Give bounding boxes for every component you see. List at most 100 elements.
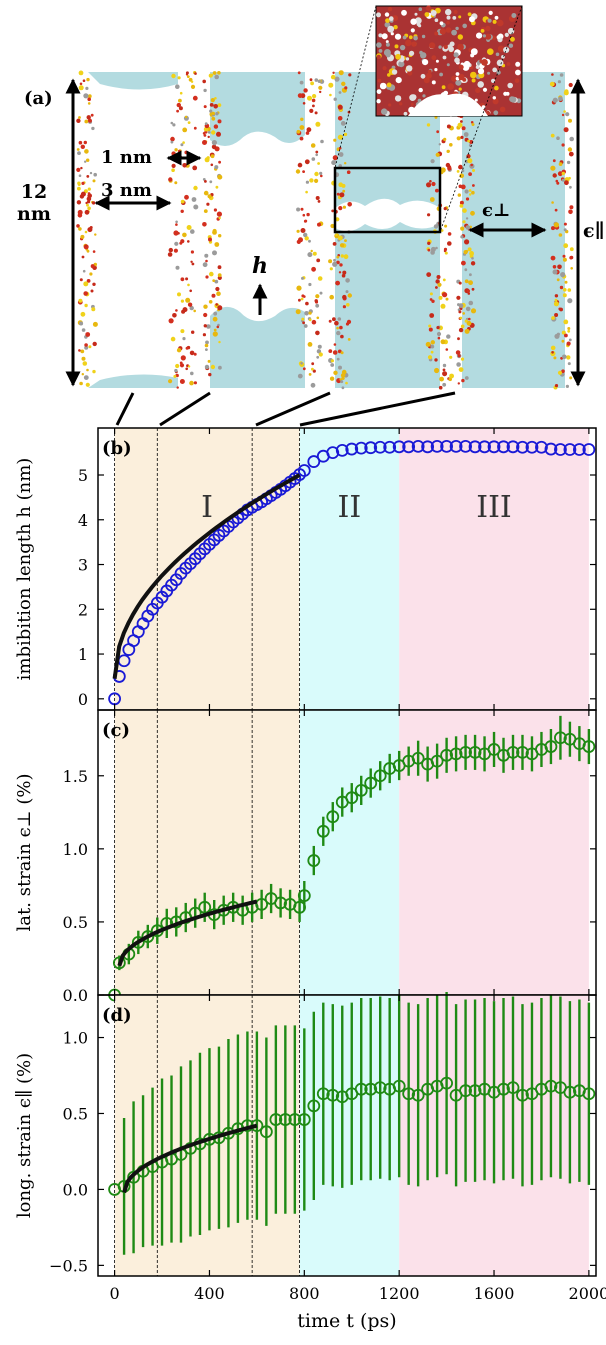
fit-curve [122, 1123, 258, 1194]
x-tick-label: 400 [194, 1284, 225, 1303]
x-tick-label: 2000 [569, 1284, 606, 1303]
data-point [573, 443, 586, 456]
zoom-box [333, 166, 442, 234]
width-label: 3 nm [101, 180, 152, 201]
data-point [326, 1088, 340, 1102]
simulation-snapshots: (a) 12 nm 1 nm 3 nm h ϵ⊥ ϵ∥ [17, 5, 605, 427]
y-tick-label: 1.0 [63, 840, 88, 859]
strain-par-label: ϵ∥ [583, 220, 605, 242]
regime-band [299, 428, 400, 710]
data-point [127, 1170, 140, 1184]
y-tick-label: 0.5 [63, 1104, 88, 1123]
data-point [278, 1113, 292, 1126]
data-point [364, 1082, 378, 1096]
regime-label: III [476, 490, 512, 525]
y-axis-label: lat. strain ϵ⊥ (%) [14, 774, 35, 932]
data-point [326, 810, 340, 824]
data-point [468, 1084, 482, 1098]
data-point [582, 443, 596, 456]
gap-label: 1 nm [101, 147, 152, 168]
data-point [373, 769, 387, 783]
data-point [316, 1087, 330, 1101]
data-point [449, 439, 463, 453]
data-point [354, 1082, 368, 1096]
regime-band [114, 428, 300, 710]
panel-d: −0.5 0.0 0.5 1.0 (d) long. strain ϵ∥ (%) [14, 991, 597, 1277]
height-label-2: nm [17, 203, 51, 225]
data-point [554, 731, 567, 745]
data-point [402, 1087, 416, 1101]
data-point [440, 439, 454, 453]
data-point [440, 748, 454, 762]
data-point [131, 935, 145, 949]
y-tick-label: 5 [78, 466, 88, 485]
regime-label: I [201, 490, 213, 525]
data-point [141, 930, 155, 943]
data-point [411, 751, 425, 765]
data-point [582, 740, 596, 753]
data-point [582, 1087, 596, 1101]
data-point [354, 441, 368, 455]
data-point [345, 791, 359, 805]
data-point [288, 1113, 302, 1126]
data-point [364, 776, 378, 790]
data-point [478, 440, 491, 454]
regime-band [299, 995, 400, 1276]
data-point [459, 439, 472, 453]
data-point [269, 1113, 283, 1126]
data-point [487, 743, 501, 756]
data-point [506, 1081, 520, 1095]
data-point [525, 440, 539, 454]
y-tick-label: 0 [78, 690, 88, 709]
data-point [459, 745, 472, 759]
data-point [112, 956, 126, 970]
data-point [421, 440, 435, 454]
data-point [449, 747, 463, 761]
regime-band [114, 710, 300, 995]
panel-label: (c) [102, 720, 130, 741]
data-point [274, 896, 288, 910]
data-point [497, 1082, 510, 1096]
panel-label: (b) [102, 438, 132, 459]
data-point [516, 745, 529, 759]
data-point [497, 440, 510, 454]
data-point [345, 442, 359, 456]
data-point [430, 439, 444, 453]
y-tick-label: 0.0 [63, 1180, 88, 1199]
y-tick-label: 4 [78, 511, 88, 530]
y-axis-label: imbibition length h (nm) [14, 458, 35, 681]
axes-frame [97, 994, 597, 1277]
data-point [259, 1125, 273, 1139]
data-point [297, 889, 311, 903]
x-tick-label: 0 [110, 1284, 120, 1303]
data-point [411, 1088, 425, 1102]
data-point [516, 440, 529, 454]
data-point [544, 1079, 558, 1093]
data-point [307, 455, 321, 468]
x-tick-label: 1600 [474, 1284, 515, 1303]
data-point [335, 443, 349, 457]
panel-label: (d) [102, 1005, 132, 1026]
data-point [468, 745, 482, 759]
x-axis-label: time t (ps) [297, 1310, 396, 1332]
y-tick-label: 0.0 [63, 986, 88, 1005]
data-point [198, 900, 212, 914]
data-point [326, 446, 340, 460]
data-point [487, 440, 501, 454]
y-tick-label: 3 [78, 556, 88, 575]
data-point [307, 854, 321, 867]
data-point [459, 1084, 472, 1098]
data-point [307, 1099, 321, 1113]
data-point [506, 745, 520, 759]
data-point [402, 440, 416, 454]
strain-perp-label: ϵ⊥ [482, 200, 510, 221]
y-tick-label: 1 [78, 645, 88, 664]
data-point [544, 740, 558, 753]
x-tick-label: 800 [289, 1284, 320, 1303]
data-point [430, 754, 444, 768]
regime-label: II [338, 490, 362, 525]
y-tick-label: −0.5 [49, 1256, 88, 1275]
data-point [440, 1076, 454, 1090]
